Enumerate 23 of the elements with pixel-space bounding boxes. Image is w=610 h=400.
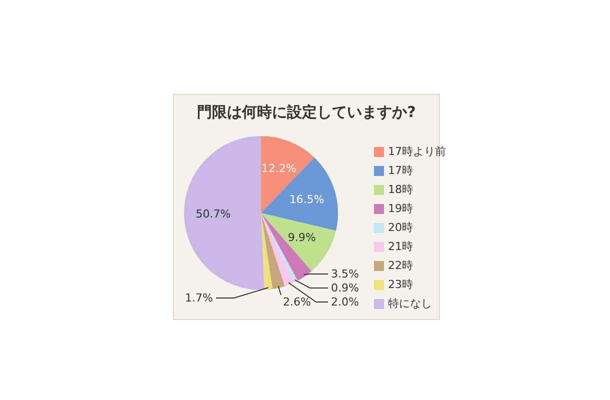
data-label: 1.7% [185,292,213,304]
chart-title: 門限は何時に設定していますか? [196,103,417,122]
legend-label: 23時 [388,277,413,292]
data-label: 3.5% [331,268,359,280]
legend-label: 21時 [388,239,413,254]
legend-label: 18時 [388,182,413,197]
pie-slice [184,136,264,290]
legend-label: 22時 [388,258,413,273]
data-label: 2.0% [331,296,359,308]
pie-slice [261,158,338,231]
data-label: 9.9% [288,231,316,244]
data-label: 0.9% [331,282,359,294]
pie-slice [261,213,273,290]
data-label: 12.2% [261,162,296,176]
legend-label: 17時 [388,163,413,178]
data-label: 2.6% [283,296,311,308]
legend-label: 20時 [388,220,413,235]
data-label: 50.7% [196,208,231,221]
legend-label: 19時 [388,201,413,216]
legend-label: 特になし [388,296,432,311]
data-label: 16.5% [289,193,324,206]
legend-label: 17時より前 [388,144,446,159]
pie-slice [261,213,285,290]
